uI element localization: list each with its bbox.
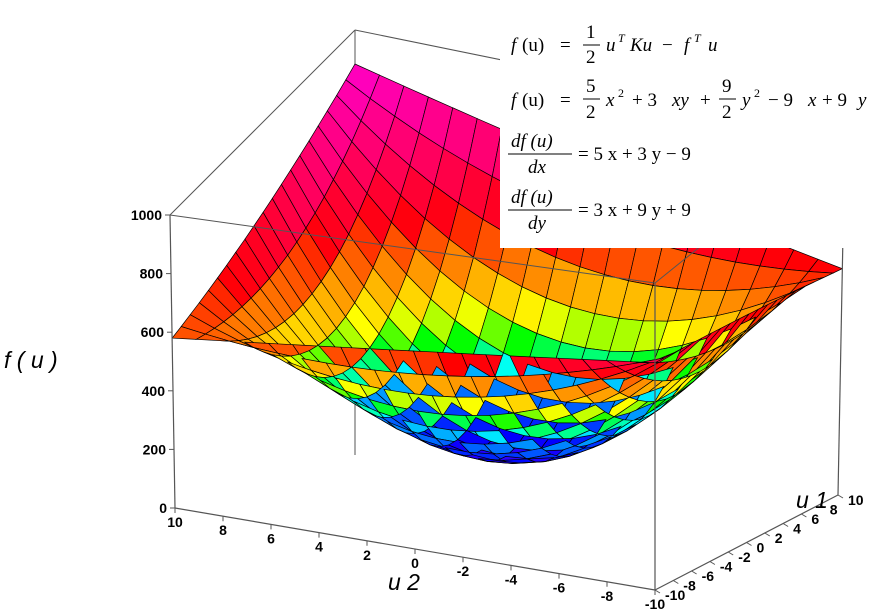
svg-text:T: T	[694, 31, 702, 45]
u1-tick-mark	[837, 494, 844, 499]
svg-text:=: =	[560, 90, 571, 111]
svg-text:= 3 x + 9 y + 9: = 3 x + 9 y + 9	[578, 200, 691, 221]
u2-tick-label: -4	[505, 571, 518, 587]
u1-tick-label: -10	[665, 587, 685, 603]
z-tick-label: 0	[159, 500, 167, 516]
svg-text:T: T	[618, 31, 626, 45]
u2-tick-label: -2	[457, 563, 470, 579]
svg-text:Ku: Ku	[629, 35, 652, 56]
svg-text:= 5 x + 3 y − 9: = 5 x + 3 y − 9	[578, 144, 691, 165]
svg-text:x: x	[605, 90, 615, 111]
svg-text:y: y	[856, 90, 867, 111]
u1-tick-mark	[673, 580, 679, 584]
u1-tick-mark	[746, 542, 752, 546]
u2-tick-label: 6	[267, 530, 275, 546]
equation-4: df (u) dy = 3 x + 9 y + 9	[508, 187, 691, 234]
svg-text:2: 2	[722, 102, 732, 123]
equation-panel	[500, 16, 885, 248]
z-tick-label: 600	[141, 324, 165, 340]
svg-text:9: 9	[722, 76, 732, 97]
z-tick-label: 400	[142, 383, 166, 399]
u1-tick-label: 8	[830, 502, 838, 518]
u2-tick-label: -10	[645, 596, 665, 609]
svg-text:+ 3: + 3	[632, 90, 657, 111]
svg-text:f: f	[511, 90, 519, 111]
u2-tick-label: 10	[167, 514, 183, 530]
u1-tick-label: -4	[720, 559, 733, 575]
u1-tick-mark	[819, 504, 825, 508]
svg-text:+ 9: + 9	[822, 90, 847, 111]
u1-tick-label: 0	[757, 540, 765, 556]
u1-tick-mark	[764, 532, 771, 537]
u1-tick-label: 10	[848, 492, 864, 508]
u1-tick-mark	[782, 523, 789, 527]
svg-text:xy: xy	[671, 90, 689, 111]
z-tick-label: 1000	[131, 207, 162, 223]
u1-axis-title: u 1	[796, 487, 828, 513]
u2-axis-title: u 2	[388, 569, 420, 595]
svg-text:dy: dy	[528, 213, 547, 234]
surface-mesh	[171, 63, 844, 464]
u2-tick-label: 8	[219, 522, 227, 538]
svg-text:u: u	[606, 35, 616, 56]
svg-text:=: =	[560, 35, 571, 56]
box-edge	[169, 214, 656, 284]
u2-tick-label: 4	[315, 539, 323, 555]
u2-tick-label: 0	[411, 555, 419, 571]
svg-text:y: y	[740, 90, 751, 111]
svg-text:x: x	[807, 90, 817, 111]
svg-text:f: f	[511, 35, 519, 56]
u1-tick-mark	[691, 570, 697, 575]
svg-text:5: 5	[586, 76, 596, 97]
svg-text:2: 2	[586, 47, 596, 68]
svg-text:2: 2	[586, 102, 596, 123]
svg-text:2: 2	[618, 86, 624, 100]
svg-text:(u): (u)	[522, 90, 544, 111]
svg-text:dx: dx	[528, 157, 547, 178]
box-edge	[169, 29, 356, 216]
equation-1: f (u) = 1 2 u T Ku − f T u	[511, 22, 718, 68]
u1-tick-mark	[709, 561, 716, 565]
u1-tick-mark	[654, 589, 661, 594]
svg-text:f: f	[684, 35, 692, 56]
z-tick-label: 800	[140, 266, 164, 282]
surface-cell	[511, 461, 546, 464]
box-edge	[169, 214, 176, 509]
u2-tick-label: 2	[363, 547, 371, 563]
u2-tick-label: -6	[553, 580, 566, 596]
u1-tick-label: 4	[793, 521, 801, 537]
svg-text:− 9: − 9	[768, 90, 793, 111]
u1-tick-label: -8	[683, 578, 696, 594]
svg-text:+: +	[700, 90, 711, 111]
u2-tick-label: -8	[601, 588, 614, 604]
svg-text:(u): (u)	[522, 35, 544, 56]
u1-tick-label: 2	[775, 530, 783, 546]
u1-tick-label: 6	[811, 511, 819, 527]
z-axis-title: f ( u )	[4, 347, 58, 373]
u1-tick-mark	[801, 513, 807, 518]
u1-tick-label: -6	[702, 568, 715, 584]
z-tick-label: 200	[143, 441, 167, 457]
equation-2: f (u) = 5 2 x 2 + 3 xy + 9 2 y 2 − 9 x +…	[511, 76, 867, 123]
svg-text:−: −	[662, 35, 673, 56]
svg-text:1: 1	[586, 22, 596, 43]
u1-tick-label: -2	[738, 549, 751, 565]
equation-3: df (u) dx = 5 x + 3 y − 9	[508, 131, 691, 178]
svg-text:df (u): df (u)	[511, 131, 553, 152]
svg-text:u: u	[708, 35, 718, 56]
svg-text:2: 2	[754, 86, 760, 100]
u1-tick-mark	[727, 551, 734, 556]
axis-ticks: 020040060080010001086420-2-4-6-8-10-10-8…	[131, 207, 864, 609]
svg-text:df (u): df (u)	[511, 187, 553, 208]
